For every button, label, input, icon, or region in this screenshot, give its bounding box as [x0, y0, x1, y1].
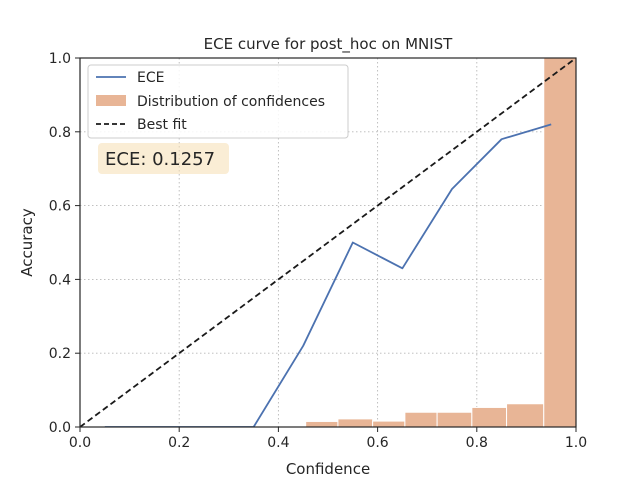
y-tick-label: 0.0	[49, 420, 71, 436]
chart-title: ECE curve for post_hoc on MNIST	[204, 35, 454, 54]
histogram-bar	[404, 411, 438, 427]
axis-ticks: 0.0 0.2 0.4 0.6 0.8 1.0 0.0 0.2 0.4 0.6 0.8 1.0	[49, 51, 587, 451]
y-tick-label: 0.6	[49, 199, 71, 215]
ece-annotation: ECE: 0.1257	[98, 143, 229, 174]
x-axis-label: Confidence	[286, 460, 370, 478]
plot-frame	[79, 57, 577, 428]
legend-swatch-distribution	[96, 95, 126, 106]
y-tick-label: 0.4	[49, 272, 71, 288]
ece-annotation-box	[98, 143, 229, 174]
histogram-bar	[436, 411, 473, 427]
y-tick-label: 0.8	[49, 125, 71, 141]
ece-line	[104, 123, 552, 427]
histogram-bar	[305, 420, 339, 427]
legend-label-ece: ECE	[137, 70, 164, 86]
histogram-bar	[543, 58, 576, 427]
legend-label-best-fit: Best fit	[137, 117, 187, 133]
legend-box	[87, 64, 349, 139]
y-tick-label: 0.2	[49, 346, 71, 362]
x-tick-label: 0.4	[267, 435, 289, 451]
histogram-bars	[305, 58, 576, 427]
x-tick-label: 0.2	[168, 435, 190, 451]
ece-annotation-text: ECE: 0.1257	[105, 149, 215, 170]
x-tick-label: 0.6	[366, 435, 388, 451]
histogram-bar	[506, 403, 545, 427]
y-tick-label: 1.0	[49, 51, 71, 67]
plot-lines	[80, 58, 576, 427]
x-tick-label: 1.0	[565, 435, 587, 451]
x-tick-label: 0.8	[466, 435, 488, 451]
best-fit-line	[80, 58, 576, 427]
histogram-bar	[372, 420, 406, 427]
x-tick-label: 0.0	[69, 435, 91, 451]
y-axis-label: Accuracy	[18, 208, 36, 277]
histogram-bar	[337, 418, 374, 427]
legend: ECE Distribution of confidences Best fit	[87, 64, 349, 139]
histogram-bar	[471, 406, 508, 427]
legend-label-distribution: Distribution of confidences	[137, 94, 325, 110]
